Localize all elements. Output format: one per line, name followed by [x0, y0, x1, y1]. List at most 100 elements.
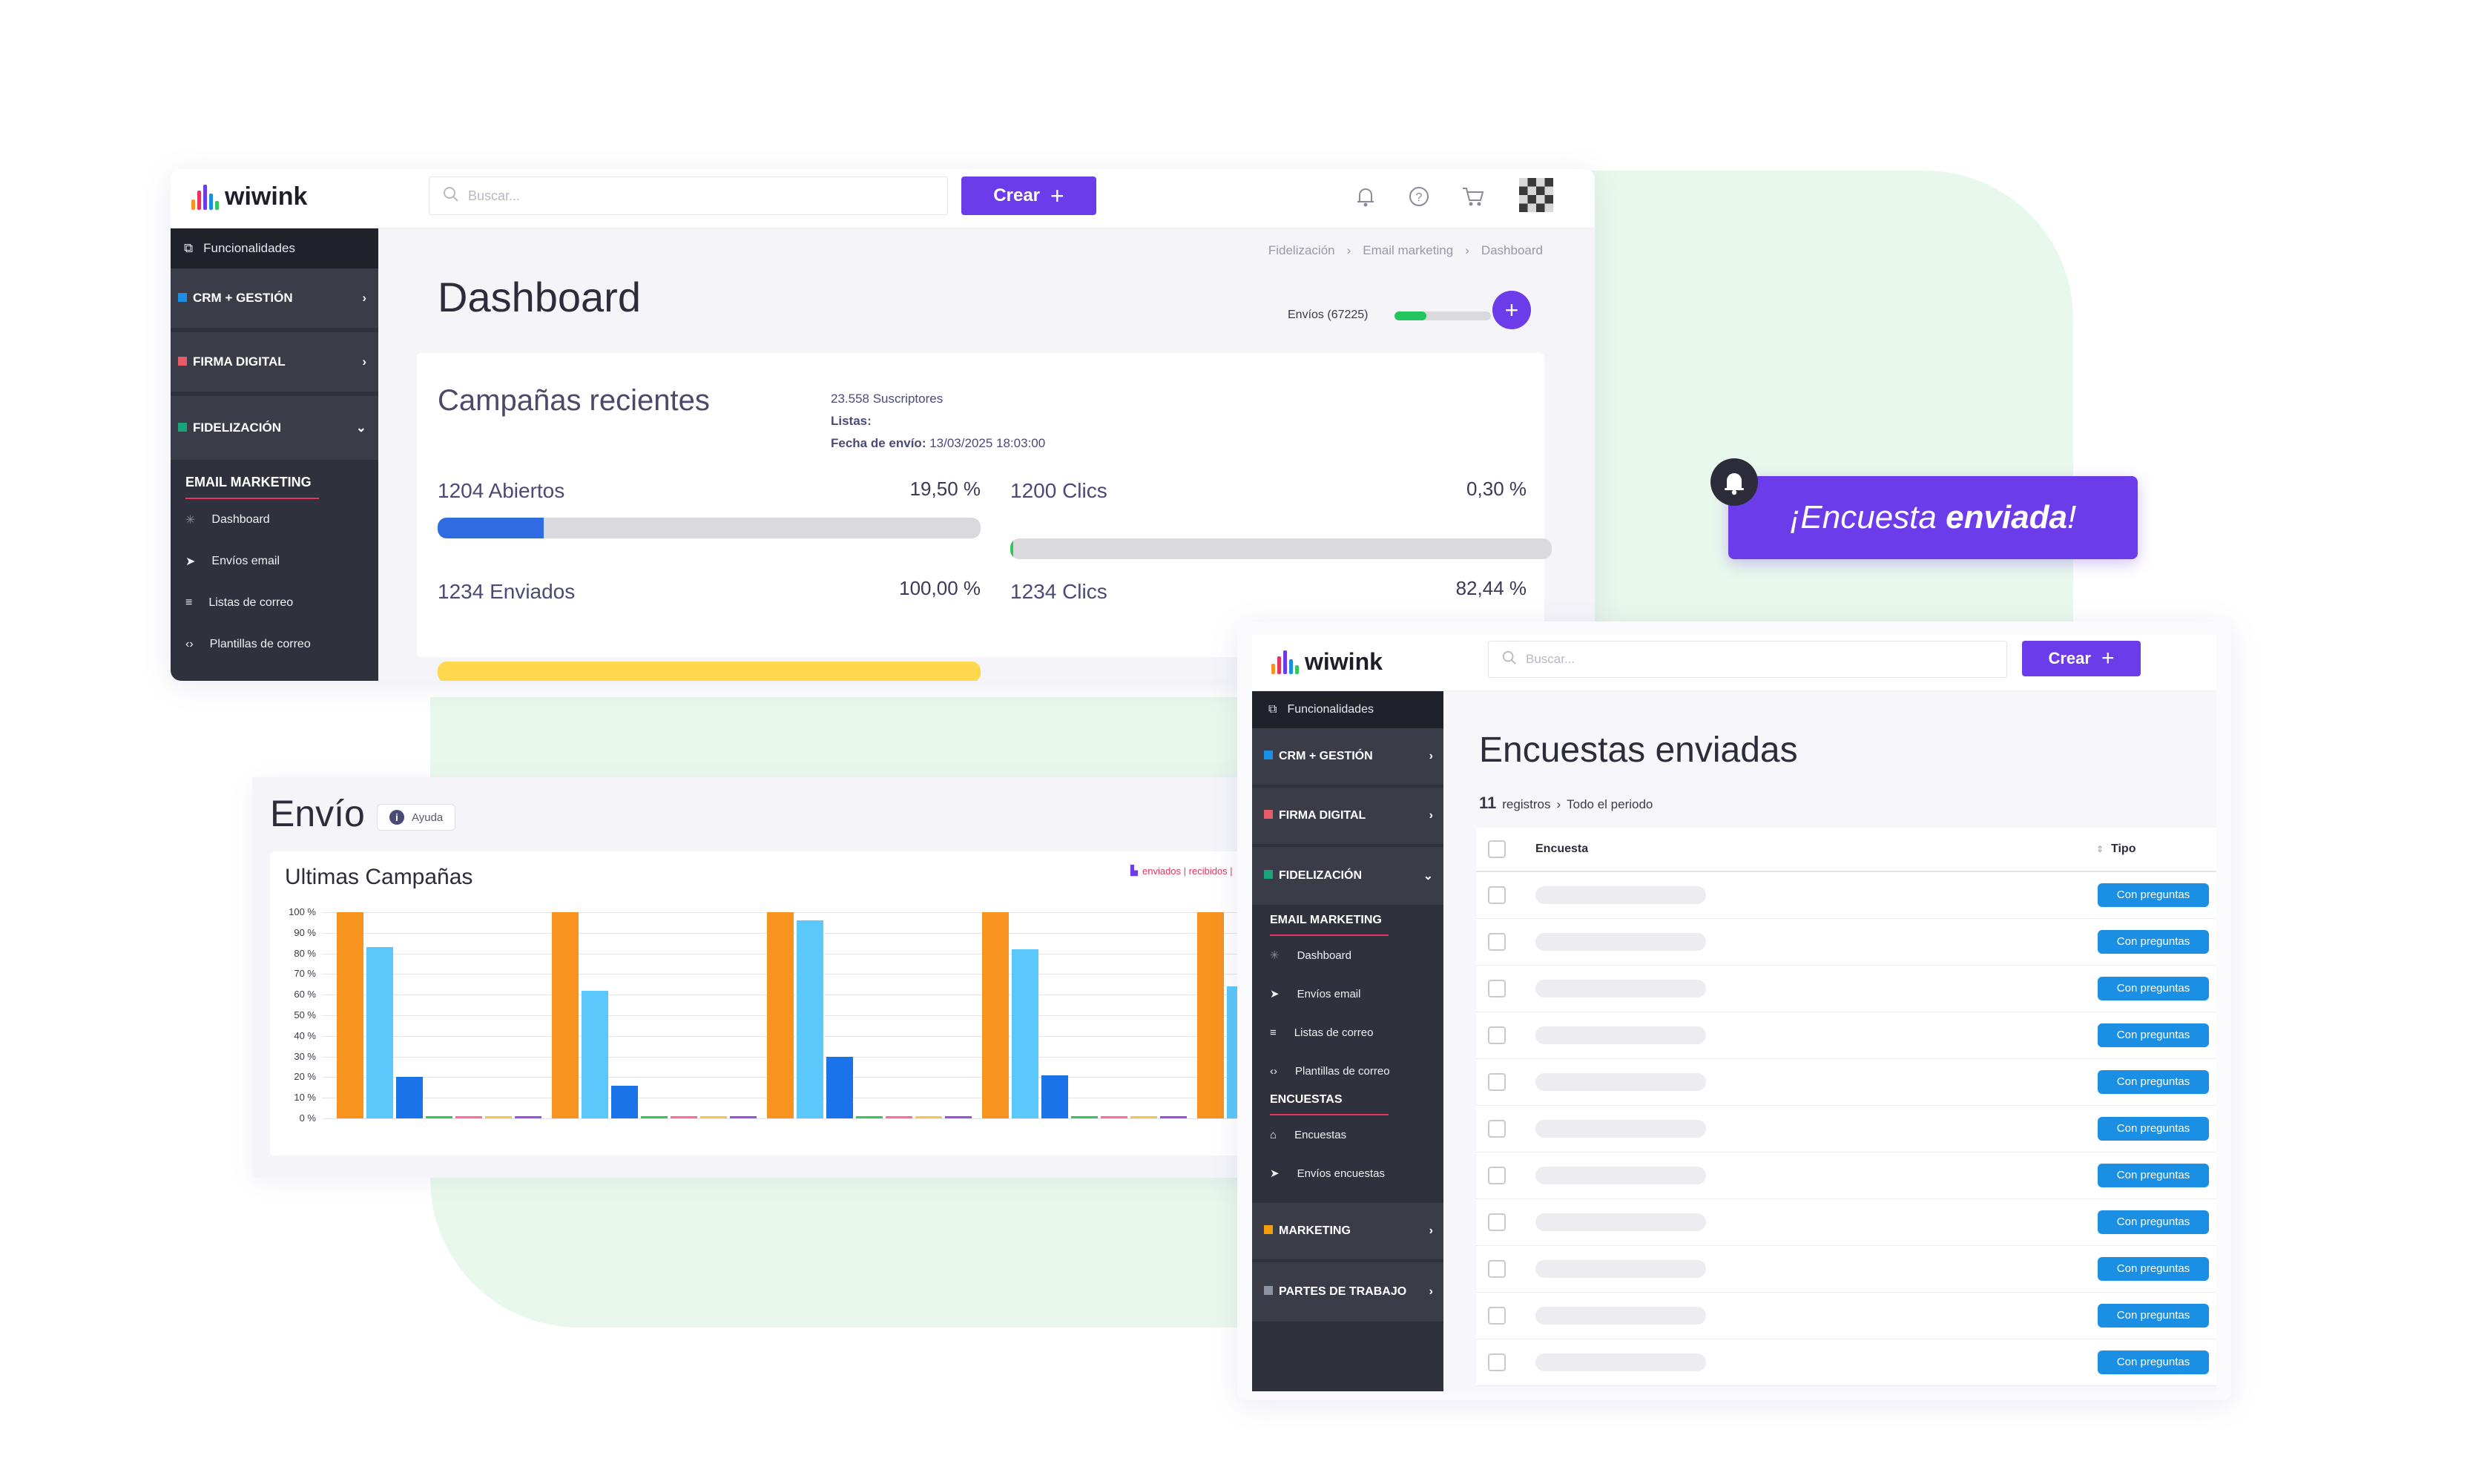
toast-notification[interactable]: ¡Encuesta enviada!	[1728, 476, 2138, 559]
sidebar-item-plantillas[interactable]: ‹› Plantillas de correo	[1270, 1064, 1390, 1078]
chart-bar[interactable]	[915, 1116, 942, 1118]
wiwink-logo[interactable]: wiwink	[191, 182, 307, 211]
chart-bar[interactable]	[886, 1116, 912, 1118]
sidebar-item-dashboard[interactable]: ✳ Dashboard	[185, 513, 270, 527]
sort-icon[interactable]: ⇕	[2096, 844, 2104, 854]
y-tick-label: 60 %	[294, 989, 316, 1000]
wiwink-logo[interactable]: wiwink	[1271, 648, 1383, 676]
sidebar-section-firma[interactable]: FIRMA DIGITAL ›	[171, 332, 378, 396]
chart-bar[interactable]	[1012, 949, 1038, 1118]
chart-bar[interactable]	[582, 990, 608, 1118]
row-checkbox[interactable]	[1488, 1353, 1506, 1371]
sidebar-section-marketing[interactable]: MARKETING ›	[1252, 1203, 1443, 1262]
sidebar-section-crm[interactable]: CRM + GESTIÓN ›	[171, 268, 378, 332]
chart-bar[interactable]	[982, 912, 1009, 1118]
sidebar-item-dashboard[interactable]: ✳ Dashboard	[1270, 949, 1351, 963]
row-checkbox[interactable]	[1488, 1026, 1506, 1044]
chart-bar[interactable]	[730, 1116, 757, 1118]
bell-icon[interactable]	[1355, 185, 1376, 211]
row-checkbox[interactable]	[1488, 933, 1506, 951]
periodo-filter[interactable]: Todo el periodo	[1567, 797, 1653, 811]
table-row[interactable]: Con preguntas	[1476, 1106, 2216, 1152]
chart-bar[interactable]	[945, 1116, 972, 1118]
sidebar-item-funcionalidades[interactable]: ⧉ Funcionalidades	[171, 228, 378, 268]
sidebar-item-encuestas[interactable]: ⌂ Encuestas	[1270, 1128, 1347, 1141]
sidebar-item-envios-email[interactable]: ➤ Envíos email	[1270, 987, 1361, 1001]
sidebar-item-envios-encuestas[interactable]: ➤ Envíos encuestas	[1270, 1167, 1385, 1181]
chevron-down-icon: ⌄	[355, 421, 366, 435]
chart-bar[interactable]	[515, 1116, 541, 1118]
chart-bar[interactable]	[1041, 1075, 1068, 1118]
chart-bar[interactable]	[396, 1077, 423, 1118]
sidebar-item-listas[interactable]: ≡ Listas de correo	[1270, 1026, 1374, 1039]
search-input[interactable]: Buscar...	[429, 177, 948, 215]
breadcrumb-item[interactable]: Fidelización	[1268, 243, 1335, 257]
avatar[interactable]	[1519, 178, 1553, 212]
row-checkbox[interactable]	[1488, 1073, 1506, 1091]
stat-label: 1234 Enviados	[438, 580, 576, 603]
table-row[interactable]: Con preguntas	[1476, 1199, 2216, 1246]
help-icon[interactable]: ?	[1408, 185, 1430, 211]
stat-bar-fill	[1010, 538, 1013, 559]
chart-bar[interactable]	[1101, 1116, 1127, 1118]
row-checkbox[interactable]	[1488, 1120, 1506, 1138]
chart-bar[interactable]	[826, 1056, 853, 1118]
search-input[interactable]: Buscar...	[1488, 641, 2007, 678]
chart-bar[interactable]	[611, 1085, 638, 1118]
sidebar-item-funcionalidades[interactable]: ⧉ Funcionalidades	[1252, 691, 1443, 728]
tipo-badge: Con preguntas	[2098, 977, 2209, 1000]
sidebar-section-partes[interactable]: PARTES DE TRABAJO ›	[1252, 1262, 1443, 1322]
chart-bar[interactable]	[366, 947, 393, 1118]
chart-bar[interactable]	[455, 1116, 482, 1118]
chart-bar[interactable]	[1197, 912, 1224, 1118]
table-row[interactable]: Con preguntas	[1476, 872, 2216, 919]
table-row[interactable]: Con preguntas	[1476, 1293, 2216, 1339]
crear-button[interactable]: Crear +	[961, 177, 1096, 215]
sidebar-section-crm[interactable]: CRM + GESTIÓN ›	[1252, 728, 1443, 788]
chart-bar[interactable]	[426, 1116, 452, 1118]
table-row[interactable]: Con preguntas	[1476, 919, 2216, 966]
row-checkbox[interactable]	[1488, 1260, 1506, 1278]
sidebar-section-fidelizacion[interactable]: FIDELIZACIÓN ⌄	[1252, 847, 1443, 905]
sidebar-section-fidelizacion[interactable]: FIDELIZACIÓN ⌄	[171, 396, 378, 460]
chart-bar[interactable]	[552, 912, 579, 1118]
select-all-checkbox[interactable]	[1488, 840, 1506, 858]
table-row[interactable]: Con preguntas	[1476, 1059, 2216, 1106]
chart-legend[interactable]: ▙ enviados | recibidos |	[1130, 865, 1233, 877]
table-row[interactable]: Con preguntas	[1476, 966, 2216, 1012]
chart-bar[interactable]	[641, 1116, 668, 1118]
chart-bar[interactable]	[1071, 1116, 1098, 1118]
crear-button[interactable]: Crear +	[2022, 641, 2141, 676]
cart-icon[interactable]	[1461, 185, 1485, 211]
chart-bar[interactable]	[797, 920, 823, 1118]
chart-bar[interactable]	[1160, 1116, 1187, 1118]
sidebar-item-plantillas[interactable]: ‹› Plantillas de correo	[185, 638, 311, 650]
column-header-tipo[interactable]: Tipo	[2111, 842, 2136, 855]
chart-bar[interactable]	[671, 1116, 697, 1118]
column-header-encuesta[interactable]: Encuesta	[1535, 842, 1589, 855]
breadcrumb-item[interactable]: Email marketing	[1363, 243, 1454, 257]
row-checkbox[interactable]	[1488, 980, 1506, 997]
y-tick-label: 0 %	[299, 1112, 316, 1124]
sidebar-item-envios-email[interactable]: ➤ Envíos email	[185, 555, 280, 568]
section-underline	[185, 498, 319, 499]
table-row[interactable]: Con preguntas	[1476, 1152, 2216, 1199]
chart-bar[interactable]	[767, 912, 794, 1118]
chart-bar[interactable]	[337, 912, 363, 1118]
sidebar-section-firma[interactable]: FIRMA DIGITAL ›	[1252, 788, 1443, 847]
table-row[interactable]: Con preguntas	[1476, 1246, 2216, 1293]
table-row[interactable]: Con preguntas	[1476, 1339, 2216, 1386]
add-envio-button[interactable]: +	[1492, 291, 1531, 329]
row-checkbox[interactable]	[1488, 886, 1506, 904]
row-checkbox[interactable]	[1488, 1307, 1506, 1325]
ayuda-button[interactable]: i Ayuda	[377, 804, 456, 831]
chart-bar[interactable]	[1130, 1116, 1157, 1118]
row-checkbox[interactable]	[1488, 1213, 1506, 1231]
row-checkbox[interactable]	[1488, 1167, 1506, 1184]
chart-bar[interactable]	[700, 1116, 727, 1118]
table-row[interactable]: Con preguntas	[1476, 1012, 2216, 1059]
chart-bar[interactable]	[856, 1116, 883, 1118]
sidebar-item-listas[interactable]: ≡ Listas de correo	[185, 596, 294, 609]
chart-bar[interactable]	[485, 1116, 512, 1118]
encuestas-heading: ENCUESTAS	[1270, 1093, 1343, 1106]
